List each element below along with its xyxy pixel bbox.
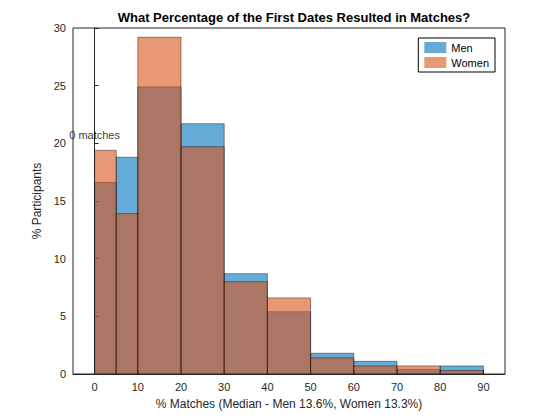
svg-text:20: 20 [175, 381, 187, 393]
svg-text:% Participants: % Participants [30, 163, 44, 240]
svg-text:0: 0 [60, 368, 66, 380]
svg-text:50: 50 [304, 381, 316, 393]
svg-text:80: 80 [434, 381, 446, 393]
svg-text:10: 10 [132, 381, 144, 393]
svg-text:40: 40 [261, 381, 273, 393]
svg-text:Women: Women [451, 57, 489, 69]
svg-text:25: 25 [54, 80, 66, 92]
svg-text:Men: Men [451, 42, 472, 54]
svg-text:60: 60 [348, 381, 360, 393]
svg-text:0: 0 [92, 381, 98, 393]
svg-text:5: 5 [60, 310, 66, 322]
svg-text:20: 20 [54, 137, 66, 149]
svg-text:30: 30 [218, 381, 230, 393]
svg-text:10: 10 [54, 253, 66, 265]
svg-text:15: 15 [54, 195, 66, 207]
svg-text:0 matches: 0 matches [69, 129, 120, 141]
svg-text:90: 90 [477, 381, 489, 393]
svg-text:30: 30 [54, 22, 66, 34]
svg-text:% Matches (Median - Men 13.6%,: % Matches (Median - Men 13.6%, Women 13.… [156, 397, 423, 411]
svg-text:70: 70 [391, 381, 403, 393]
svg-text:What Percentage of the First D: What Percentage of the First Dates Resul… [118, 10, 471, 25]
